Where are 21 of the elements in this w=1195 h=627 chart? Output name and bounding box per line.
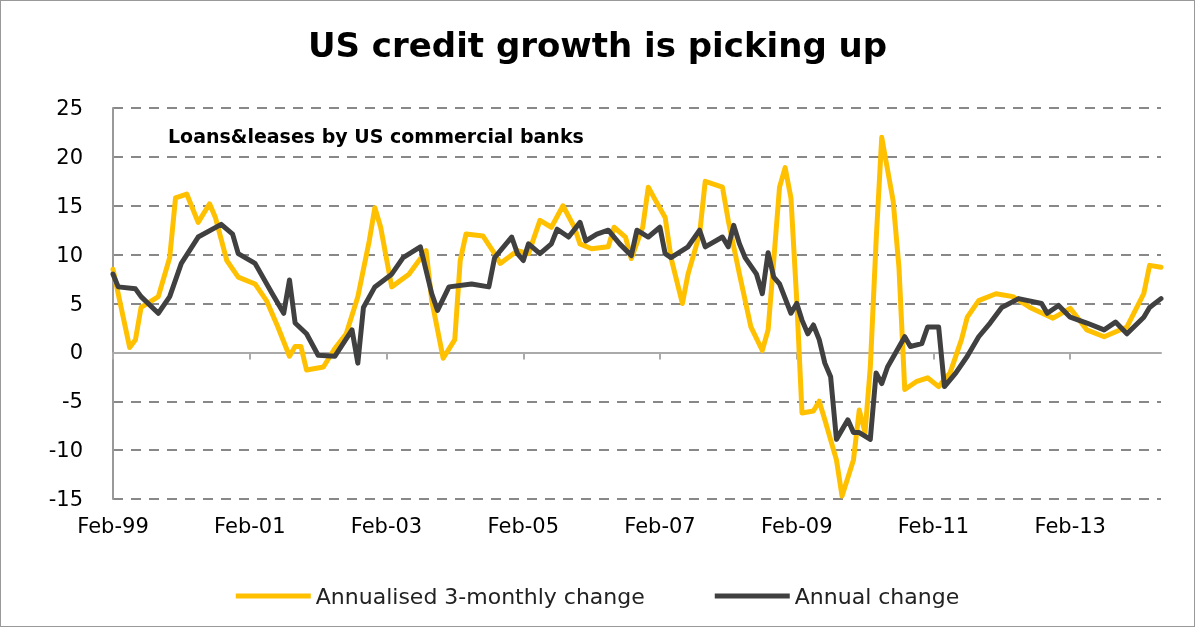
x-tick-label: Feb-11: [897, 513, 970, 538]
y-tick-label: -5: [62, 389, 83, 414]
y-tick-label: -15: [48, 487, 83, 511]
x-tick-label: Feb-09: [761, 513, 833, 538]
text: Loans&leases by US commercial banks: [168, 124, 584, 147]
x-tick-label: Feb-01: [214, 513, 286, 538]
x-tick-label: Feb-07: [624, 513, 696, 538]
x-tick-label: Feb-03: [350, 513, 423, 538]
y-tick-label: -10: [48, 438, 83, 463]
y-tick-label: 0: [69, 340, 83, 365]
y-tick-label: 15: [56, 193, 83, 218]
y-tick-label: 5: [69, 291, 83, 316]
legend-label: Annual change: [794, 583, 960, 609]
y-tick-label: 20: [56, 144, 83, 169]
y-tick-label: 10: [56, 242, 83, 267]
x-tick-label: Feb-05: [487, 513, 560, 538]
x-tick-label: Feb-99: [77, 513, 149, 538]
legend-label: Annualised 3-monthly change: [315, 583, 645, 609]
y-tick-label: 25: [56, 96, 83, 120]
chart-title: US credit growth is picking up: [307, 25, 888, 65]
x-tick-label: Feb-13: [1034, 513, 1106, 538]
